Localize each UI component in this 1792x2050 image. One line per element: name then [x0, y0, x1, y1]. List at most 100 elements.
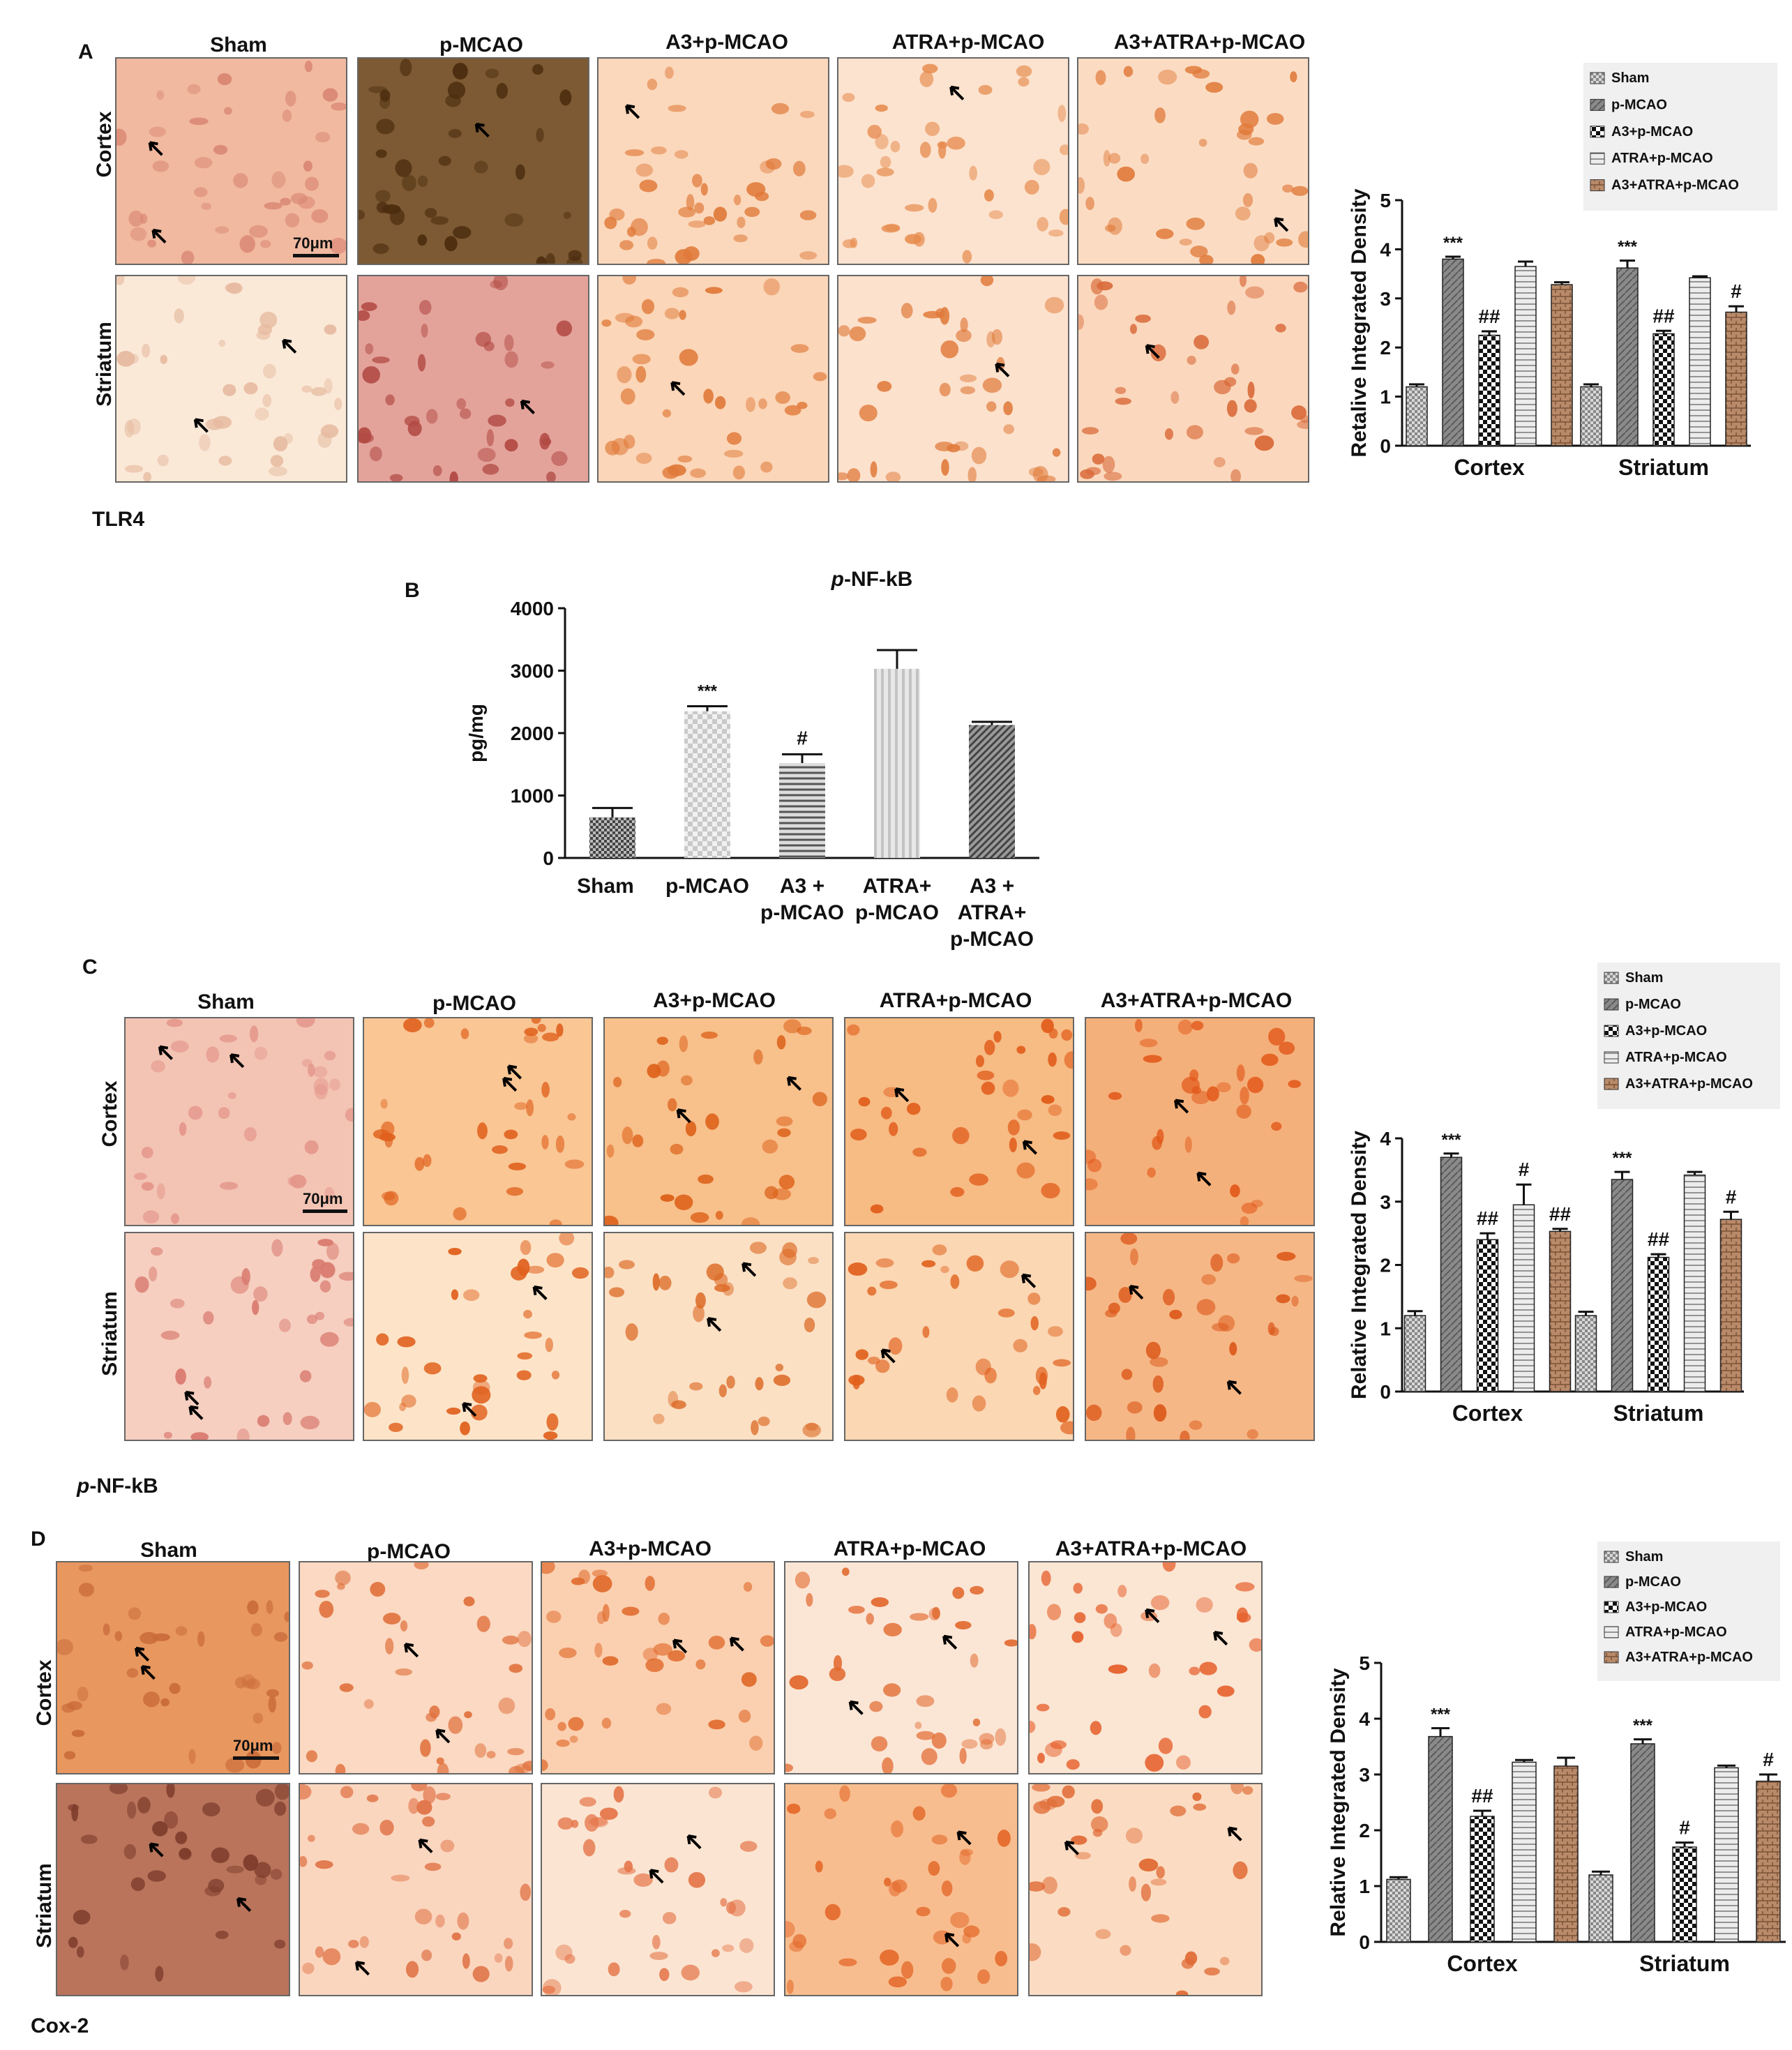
panel-d-significance-mark: ##	[1471, 1785, 1493, 1807]
panel-c-micrograph-cortex-combo	[1085, 1017, 1315, 1226]
panel-c-scale-bar: 70μm	[303, 1190, 347, 1213]
panel-b-significance-mark: ***	[698, 682, 718, 701]
panel-d-letter: D	[31, 1528, 46, 1551]
panel-b-bar	[684, 711, 730, 858]
panel-b-letter: B	[405, 579, 420, 602]
panel-d-y-tick-label: 4	[1359, 1708, 1370, 1730]
panel-d-y-axis-label: Relative Integrated Density	[1327, 1668, 1350, 1936]
panel-c-legend-swatch	[1604, 972, 1619, 984]
panel-d-y-tick-label: 3	[1359, 1764, 1370, 1786]
panel-b-x-tick-label: p-MCAO	[855, 901, 939, 924]
panel-a-legend-label: A3+ATRA+p-MCAO	[1611, 178, 1739, 193]
panel-a-error-bar	[1620, 259, 1635, 269]
panel-c-letter: C	[82, 956, 98, 979]
panel-a-micrograph-cortex-a3	[597, 57, 829, 265]
panel-a-y-tick-label: 3	[1380, 288, 1391, 310]
panel-a-chart: Sham p-MCAO A3+p-MCAO ATRA+p-MCAO A3+ATRA+p-…	[1348, 63, 1777, 480]
panel-b-y-tick-label: 0	[543, 847, 554, 869]
panel-b-x-tick-label: p-MCAO	[665, 875, 749, 898]
panel-a-micrograph-striatum-sham	[115, 275, 347, 483]
panel-c-significance-mark: #	[1726, 1186, 1737, 1207]
panel-c-legend-swatch	[1604, 1025, 1619, 1037]
panel-c-row-cortex: Cortex	[98, 1080, 121, 1147]
panel-d-significance-mark: #	[1763, 1749, 1774, 1770]
panel-c-legend-label: A3+ATRA+p-MCAO	[1625, 1076, 1753, 1092]
panel-c-micrograph-striatum-atra	[844, 1232, 1074, 1441]
panel-a-error-bar	[1409, 383, 1424, 387]
panel-a-error-bar	[1518, 260, 1533, 267]
scale-bar-label: 70μm	[293, 234, 333, 252]
panel-d-legend-swatch	[1604, 1576, 1619, 1588]
panel-b-x-tick-label: ATRA+	[863, 875, 932, 898]
panel-a-y-tick-label: 0	[1380, 435, 1391, 457]
panel-a-error-bar	[1583, 383, 1599, 387]
panel-d-legend-label: p-MCAO	[1625, 1574, 1681, 1590]
panel-a-y-tick-label: 4	[1380, 239, 1391, 260]
panel-c-micrograph-cortex-sham	[124, 1017, 354, 1226]
panel-a-error-bar	[1554, 281, 1569, 285]
panel-c-significance-mark: ##	[1648, 1228, 1670, 1250]
panel-b-title: p-NF-kB	[831, 568, 913, 591]
panel-a-significance-mark: ***	[1443, 234, 1463, 253]
panel-c-col-pmcao: p-MCAO	[432, 992, 516, 1015]
panel-c-legend-swatch	[1604, 998, 1619, 1011]
panel-c-marker: p-NF-kB	[77, 1475, 158, 1498]
panel-c-micrograph-cortex-a3	[603, 1017, 834, 1226]
panel-d-error-bar	[1515, 1758, 1533, 1763]
panel-d-error-bar	[1390, 1876, 1408, 1880]
panel-a-legend: Sham p-MCAO A3+p-MCAO ATRA+p-MCAO A3+ATRA+p-…	[1583, 63, 1777, 211]
panel-b-title-italic: p	[831, 568, 844, 591]
panel-d-legend-swatch	[1604, 1626, 1619, 1638]
panel-a-bar	[1689, 277, 1711, 446]
panel-d-bar	[1386, 1878, 1411, 1943]
panel-c-micrograph-striatum-sham	[124, 1232, 354, 1441]
panel-d-legend-label: A3+ATRA+p-MCAO	[1625, 1650, 1753, 1665]
panel-a-micrograph-striatum-a3	[597, 275, 829, 483]
panel-d-bar	[1470, 1816, 1495, 1943]
panel-d-error-bar	[1676, 1841, 1694, 1847]
panel-c-significance-mark: ***	[1612, 1149, 1632, 1168]
panel-b-error-bar	[592, 806, 633, 817]
panel-d-row-striatum: Striatum	[33, 1863, 56, 1948]
panel-a-col-sham: Sham	[210, 33, 267, 56]
panel-b-y-tick-label: 1000	[511, 785, 554, 807]
panel-a-significance-mark: ***	[1618, 238, 1638, 257]
panel-c-legend-label: Sham	[1625, 970, 1663, 986]
panel-d-error-bar	[1473, 1809, 1491, 1816]
panel-c-significance-mark: #	[1519, 1159, 1530, 1180]
panel-c-bar	[1403, 1315, 1426, 1392]
panel-a-x-tick-label: Striatum	[1618, 455, 1709, 480]
panel-c-error-bar	[1516, 1183, 1532, 1205]
panel-c-chart: Sham p-MCAO A3+p-MCAO ATRA+p-MCAO A3+ATRA+p-…	[1348, 963, 1780, 1426]
panel-b-x-tick-label: A3 +	[780, 875, 825, 898]
panel-d-y-tick-label: 5	[1359, 1652, 1370, 1674]
panel-d-error-bar	[1759, 1773, 1777, 1781]
panel-a-scale-bar: 70μm	[293, 234, 339, 257]
panel-a-significance-mark: ##	[1478, 306, 1500, 327]
panel-a-micrograph-cortex-combo	[1077, 57, 1309, 265]
panel-d-marker: Cox-2	[31, 2014, 89, 2037]
panel-d-legend-label: A3+p-MCAO	[1625, 1599, 1707, 1615]
panel-c-marker-rest: -NF-kB	[89, 1475, 158, 1498]
panel-a-error-bar	[1729, 305, 1744, 312]
panel-b-bar	[779, 762, 825, 858]
panel-d-error-bar	[1592, 1870, 1610, 1875]
panel-c-error-bar	[1443, 1152, 1459, 1158]
panel-c-error-bar	[1479, 1232, 1496, 1240]
panel-d-col-pmcao: p-MCAO	[367, 1540, 451, 1563]
panel-a-legend-label: A3+p-MCAO	[1611, 124, 1693, 140]
panel-c-col-a3: A3+p-MCAO	[653, 989, 776, 1012]
panel-a-micrograph-cortex-sham	[115, 57, 347, 265]
panel-d-chart: Sham p-MCAO A3+p-MCAO ATRA+p-MCAO A3+ATRA+p-…	[1327, 1542, 1786, 1976]
panel-d-bar	[1512, 1761, 1537, 1943]
panel-a-bar	[1652, 333, 1675, 446]
panel-b-x-tick-label: A3 +	[970, 875, 1014, 898]
panel-d-error-bar	[1557, 1756, 1575, 1766]
panel-d-micrograph-striatum-combo	[1028, 1783, 1263, 1996]
panel-c-error-bar	[1407, 1310, 1423, 1316]
panel-a-col-atra: ATRA+p-MCAO	[891, 31, 1045, 54]
panel-b-bar	[589, 817, 635, 858]
panel-d-y-tick-label: 1	[1359, 1876, 1370, 1897]
panel-d-significance-mark: ***	[1633, 1717, 1653, 1735]
panel-b-x-tick-label: Sham	[577, 875, 634, 898]
